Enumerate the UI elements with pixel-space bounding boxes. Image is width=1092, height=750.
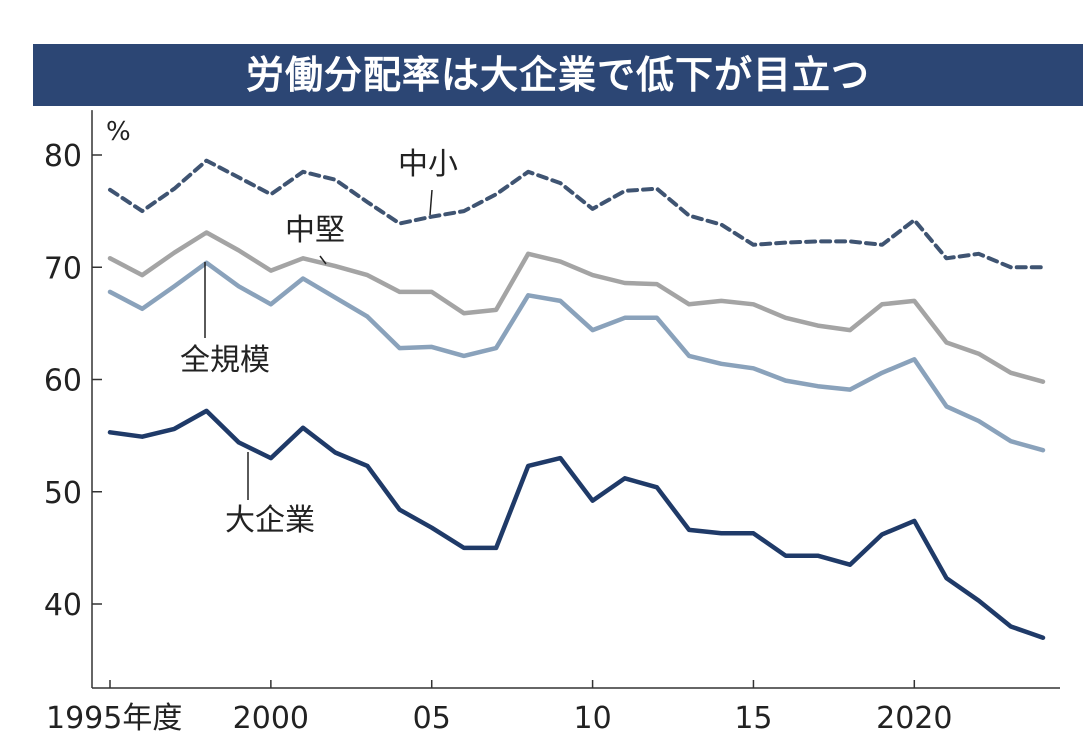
x-tick-label: 15 (734, 701, 772, 736)
series-label-leader (429, 189, 433, 216)
x-tick-label: 10 (573, 701, 611, 736)
series-label: 中小 (398, 147, 458, 182)
y-tick-label: 40 (44, 588, 82, 623)
y-tick-label: 60 (44, 364, 82, 399)
title-bar (33, 44, 1083, 106)
y-tick-label: 70 (44, 251, 82, 286)
y-axis-unit-label: % (106, 117, 131, 147)
y-tick-label: 50 (44, 476, 82, 511)
series-label: 中堅 (285, 213, 345, 248)
x-tick-label: 05 (413, 701, 451, 736)
x-tick-label: 2000 (233, 701, 309, 736)
series-line-3 (107, 260, 1046, 453)
series-line-2 (107, 230, 1046, 384)
x-tick-label: 2020 (876, 701, 952, 736)
series-label: 全規模 (180, 343, 270, 378)
x-tick-label: 1995年度 (46, 701, 182, 736)
series-label-leader (319, 255, 327, 265)
series-label: 大企業 (225, 503, 315, 538)
chart-title: 労働分配率は大企業で低下が目立つ (245, 53, 870, 97)
y-tick-label: 80 (44, 139, 82, 174)
series-line-1 (108, 158, 1045, 270)
series-line-4 (107, 408, 1046, 640)
